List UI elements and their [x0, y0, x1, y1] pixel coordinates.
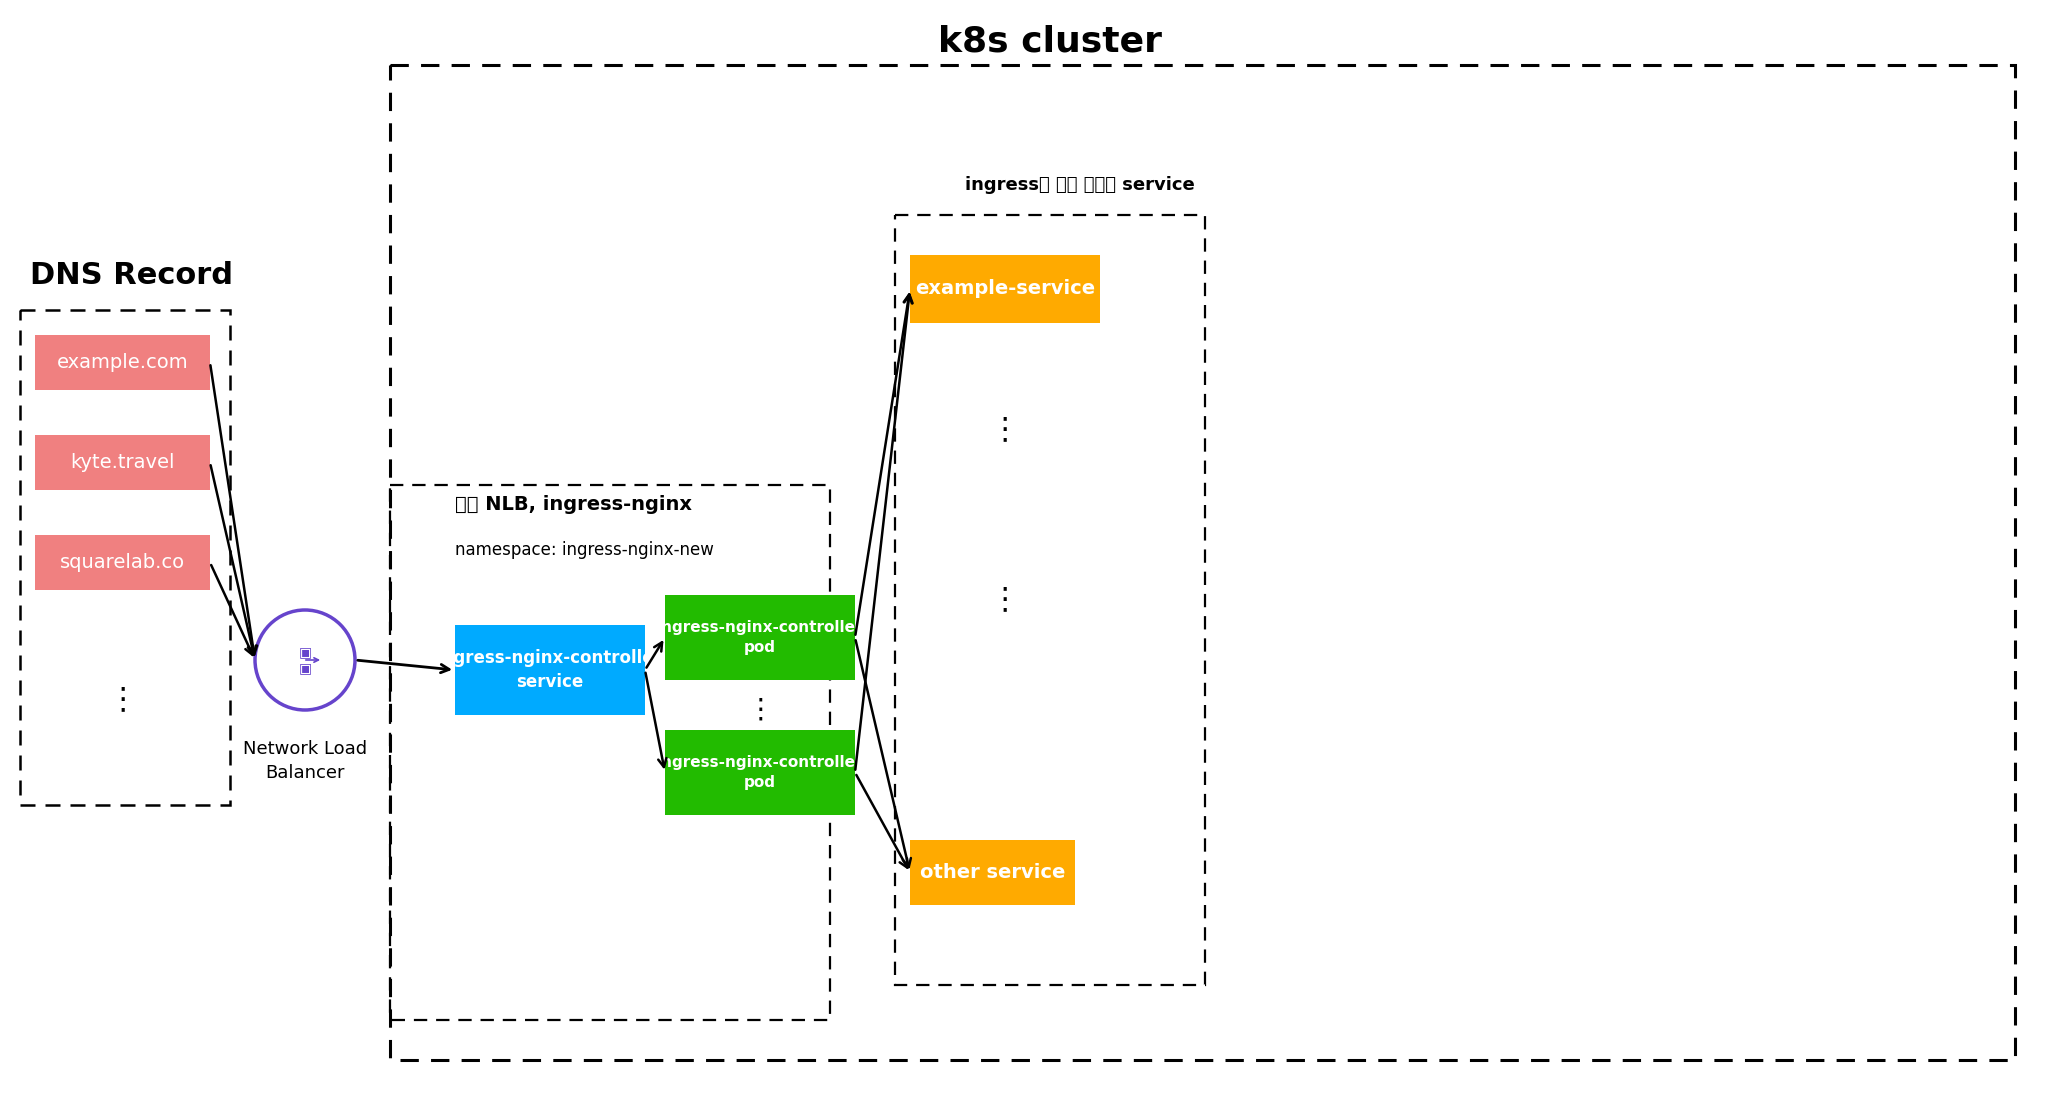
Bar [389, 485, 829, 1020]
Bar [666, 595, 854, 680]
Text: ▣: ▣ [299, 645, 311, 660]
Bar [909, 840, 1075, 905]
Text: ▣: ▣ [299, 661, 311, 675]
Text: example-service: example-service [915, 279, 1096, 298]
Text: squarelab.co: squarelab.co [59, 554, 184, 573]
Bar [389, 65, 2015, 1060]
Bar [35, 435, 211, 490]
Bar [35, 335, 211, 389]
Text: namespace: ingress-nginx-new: namespace: ingress-nginx-new [455, 541, 715, 559]
Text: 신규 NLB, ingress-nginx: 신규 NLB, ingress-nginx [455, 496, 692, 514]
Text: kyte.travel: kyte.travel [70, 453, 174, 472]
Bar [666, 730, 854, 815]
Text: ⋮: ⋮ [989, 586, 1020, 615]
Text: Network Load
Balancer: Network Load Balancer [244, 740, 367, 781]
Text: ⋮: ⋮ [106, 685, 137, 714]
Text: k8s cluster: k8s cluster [938, 25, 1161, 59]
Bar [909, 254, 1100, 323]
Bar [455, 625, 645, 715]
Text: ingress-nginx-controller
service: ingress-nginx-controller service [436, 650, 664, 691]
Bar [35, 535, 211, 590]
Text: ingress-nginx-controller
pod: ingress-nginx-controller pod [657, 620, 864, 655]
Text: ingress-nginx-controller
pod: ingress-nginx-controller pod [657, 756, 864, 790]
Bar [20, 310, 229, 805]
Text: other service: other service [920, 863, 1065, 882]
Text: ingress를 통해 연결된 service: ingress를 통해 연결된 service [965, 176, 1194, 194]
Text: ⋮: ⋮ [989, 415, 1020, 444]
Text: ⋮: ⋮ [745, 696, 774, 724]
Text: DNS Record: DNS Record [31, 260, 233, 289]
Bar [895, 215, 1204, 985]
Text: example.com: example.com [57, 353, 188, 372]
